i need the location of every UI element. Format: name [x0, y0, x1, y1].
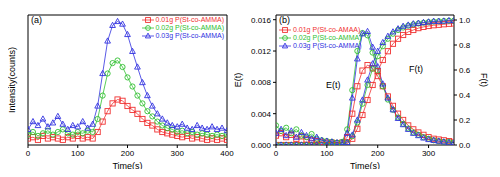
svg-text:0: 0 — [26, 149, 31, 158]
html-text:(b): (b) — [279, 15, 290, 25]
svg-text:Time(s): Time(s) — [112, 161, 142, 169]
svg-text:300: 300 — [171, 149, 185, 158]
svg-text:0.016: 0.016 — [251, 16, 272, 25]
svg-text:0: 0 — [274, 149, 279, 158]
html-text:0.03g P(St-co-AMMA): 0.03g P(St-co-AMMA) — [293, 42, 362, 49]
svg-text:0.000: 0.000 — [251, 141, 272, 150]
html-text:0.01g P(St-co-AMMA): 0.01g P(St-co-AMMA) — [155, 16, 224, 23]
svg-text:100: 100 — [71, 149, 85, 158]
svg-text:1.0: 1.0 — [459, 16, 471, 25]
svg-text:Intensity(counts): Intensity(counts) — [8, 47, 17, 113]
html-text:F(t): F(t) — [409, 64, 423, 74]
svg-text:200: 200 — [371, 149, 385, 158]
svg-text:400: 400 — [220, 149, 234, 158]
svg-text:0.4: 0.4 — [459, 91, 471, 100]
svg-text:Time(s): Time(s) — [350, 161, 380, 169]
svg-text:0.8: 0.8 — [459, 41, 471, 50]
svg-text:0.6: 0.6 — [459, 66, 471, 75]
html-text:0.01g P(St-co-AMAA): 0.01g P(St-co-AMAA) — [293, 26, 361, 33]
svg-text:0.0: 0.0 — [459, 141, 471, 150]
svg-text:0.2: 0.2 — [459, 116, 471, 125]
html-text:0.02g P(St-co-AMMA): 0.02g P(St-co-AMMA) — [293, 34, 362, 41]
html-text:0.03g P(St-co-AMMA): 0.03g P(St-co-AMMA) — [155, 32, 224, 39]
html-text:0.02g P(St-co-AMMA): 0.02g P(St-co-AMMA) — [155, 24, 224, 31]
html-text:(a): (a) — [31, 15, 42, 25]
svg-text:E(t): E(t) — [234, 73, 243, 88]
svg-text:F(t): F(t) — [479, 73, 489, 87]
svg-text:0.004: 0.004 — [251, 110, 272, 119]
svg-text:0.008: 0.008 — [251, 78, 272, 87]
svg-text:0.012: 0.012 — [251, 47, 272, 56]
svg-text:300: 300 — [422, 149, 436, 158]
svg-text:100: 100 — [320, 149, 334, 158]
html-text:E(t): E(t) — [326, 80, 341, 90]
svg-text:200: 200 — [121, 149, 135, 158]
